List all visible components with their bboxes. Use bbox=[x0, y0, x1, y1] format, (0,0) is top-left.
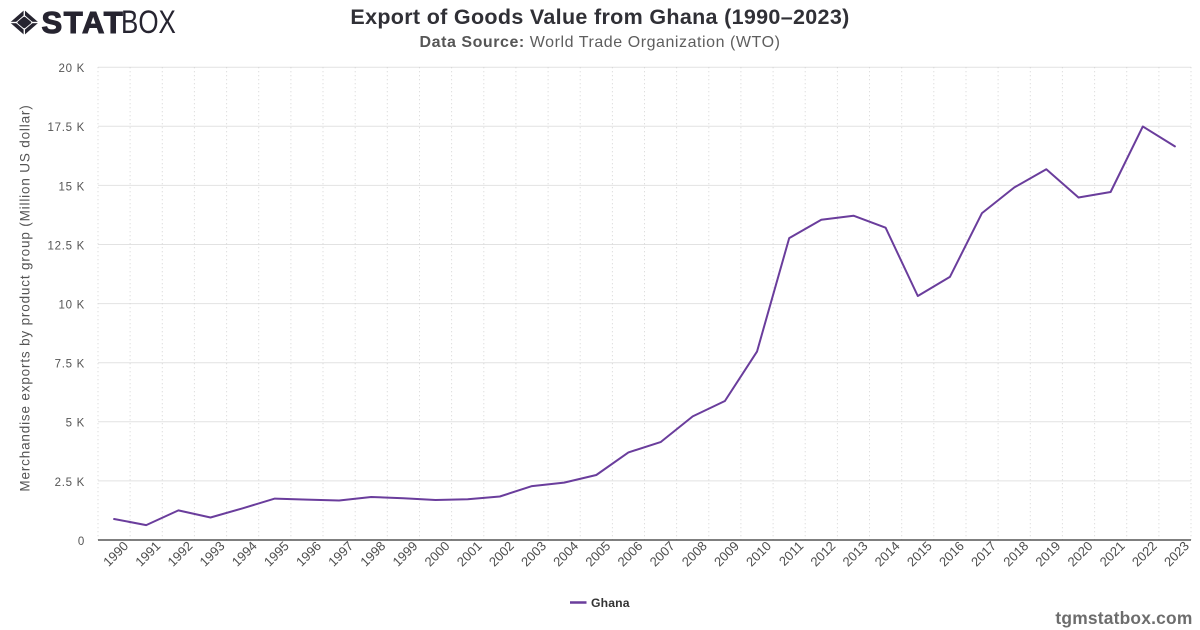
svg-text:1997: 1997 bbox=[325, 538, 356, 569]
svg-text:2019: 2019 bbox=[1032, 538, 1063, 569]
svg-text:2006: 2006 bbox=[614, 538, 645, 569]
svg-text:1998: 1998 bbox=[357, 538, 388, 569]
svg-text:2012: 2012 bbox=[807, 538, 838, 569]
svg-text:10 K: 10 K bbox=[59, 300, 85, 312]
svg-text:2.5 K: 2.5 K bbox=[55, 477, 85, 489]
svg-text:1991: 1991 bbox=[132, 538, 163, 569]
svg-text:2023: 2023 bbox=[1161, 538, 1192, 569]
svg-text:2017: 2017 bbox=[968, 538, 999, 569]
svg-text:2002: 2002 bbox=[486, 538, 517, 569]
svg-text:1990: 1990 bbox=[100, 538, 131, 569]
svg-text:1999: 1999 bbox=[389, 538, 420, 569]
svg-text:2014: 2014 bbox=[872, 538, 903, 569]
svg-text:1992: 1992 bbox=[164, 538, 195, 569]
svg-text:1996: 1996 bbox=[293, 538, 324, 569]
svg-text:20 K: 20 K bbox=[59, 63, 85, 75]
svg-text:15 K: 15 K bbox=[59, 181, 85, 193]
svg-text:2020: 2020 bbox=[1065, 538, 1096, 569]
svg-text:1993: 1993 bbox=[197, 538, 228, 569]
svg-text:12.5 K: 12.5 K bbox=[48, 240, 85, 252]
svg-text:2007: 2007 bbox=[647, 538, 678, 569]
svg-text:5 K: 5 K bbox=[66, 418, 85, 430]
svg-text:7.5 K: 7.5 K bbox=[55, 359, 85, 371]
svg-text:2009: 2009 bbox=[711, 538, 742, 569]
svg-text:1994: 1994 bbox=[229, 538, 260, 569]
svg-text:2001: 2001 bbox=[454, 538, 485, 569]
svg-text:2021: 2021 bbox=[1097, 538, 1128, 569]
svg-text:2004: 2004 bbox=[550, 538, 581, 569]
svg-text:0: 0 bbox=[78, 536, 85, 548]
svg-text:17.5 K: 17.5 K bbox=[48, 122, 85, 134]
svg-text:2016: 2016 bbox=[936, 538, 967, 569]
svg-text:2015: 2015 bbox=[904, 538, 935, 569]
svg-text:2022: 2022 bbox=[1129, 538, 1160, 569]
svg-text:2000: 2000 bbox=[422, 538, 453, 569]
svg-text:2018: 2018 bbox=[1000, 538, 1031, 569]
svg-text:2013: 2013 bbox=[840, 538, 871, 569]
svg-text:1995: 1995 bbox=[261, 538, 292, 569]
svg-text:2003: 2003 bbox=[518, 538, 549, 569]
svg-text:2011: 2011 bbox=[776, 538, 806, 568]
svg-text:2005: 2005 bbox=[582, 538, 613, 569]
svg-text:2010: 2010 bbox=[743, 538, 774, 569]
svg-text:2008: 2008 bbox=[679, 538, 710, 569]
